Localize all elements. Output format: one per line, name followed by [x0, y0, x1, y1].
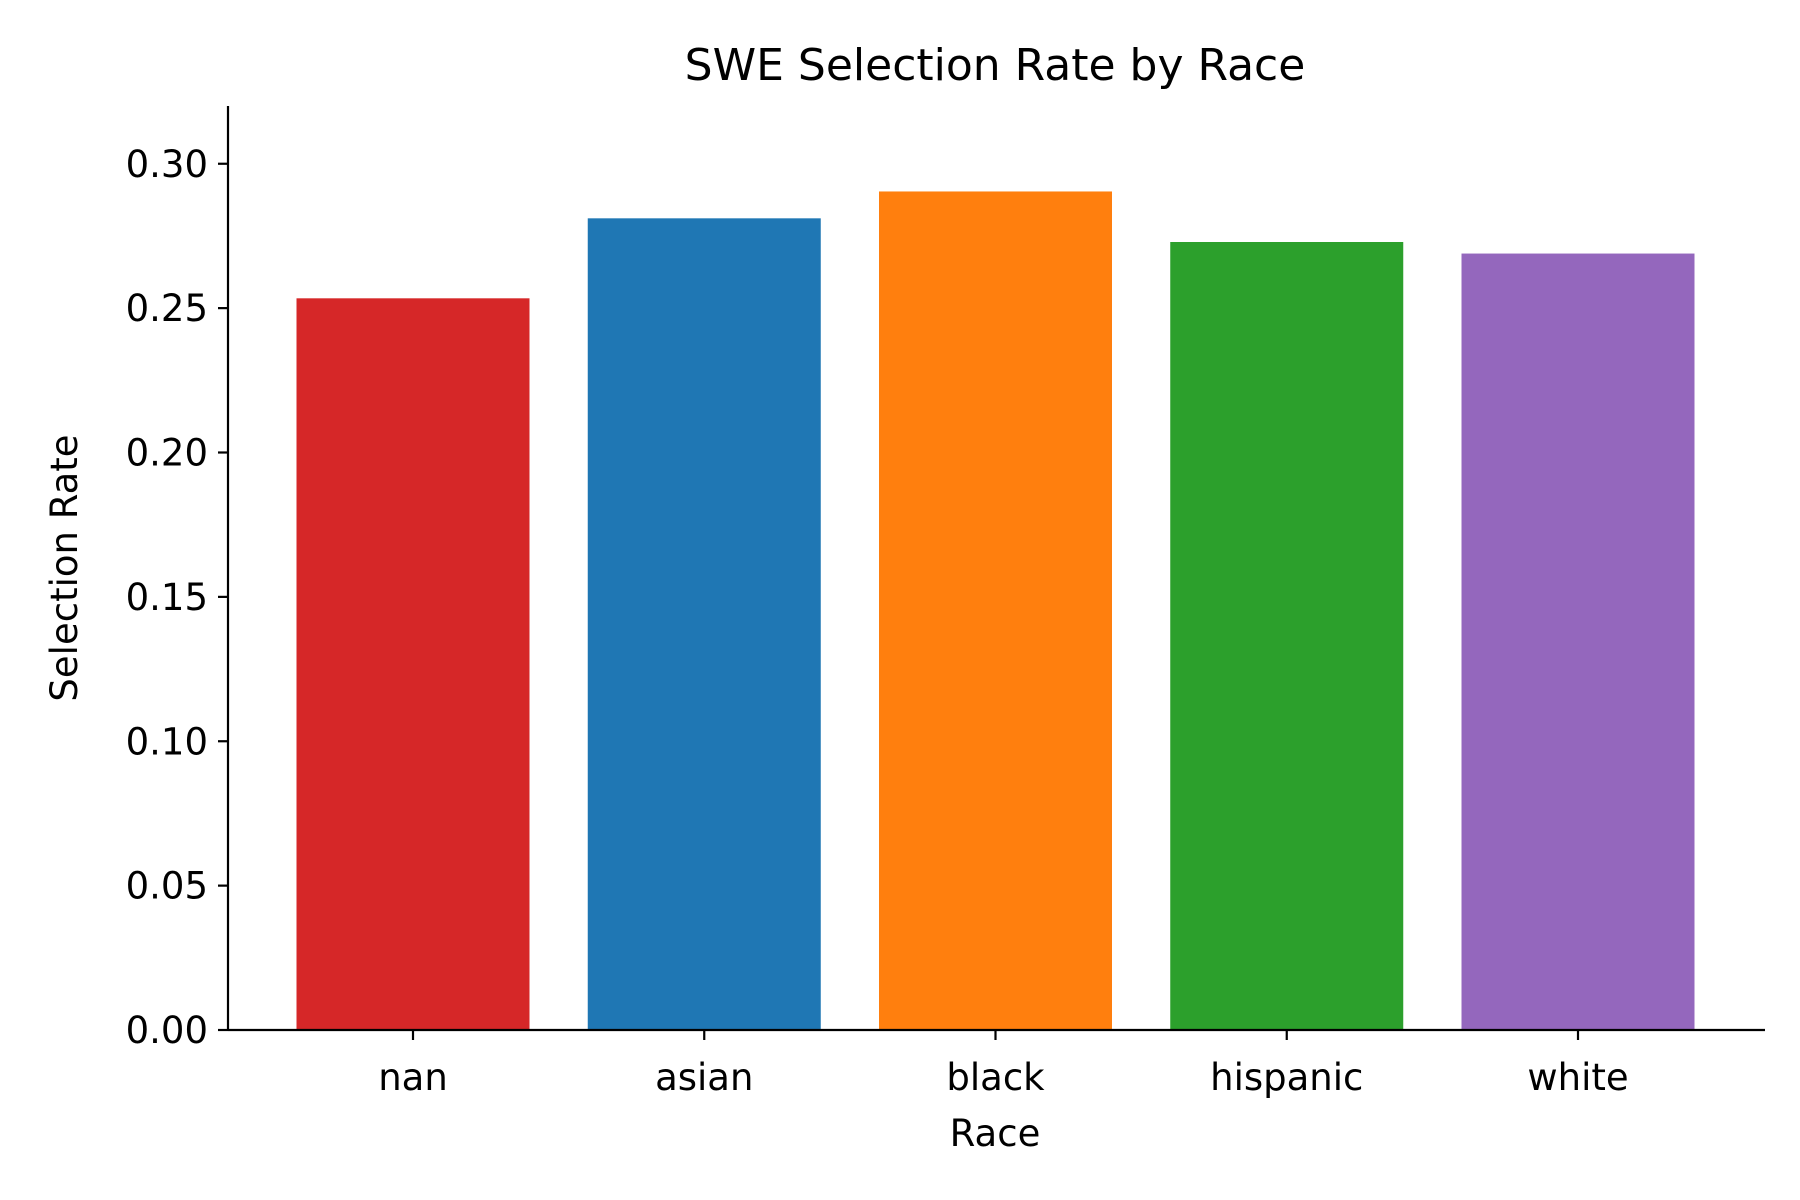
- x-tick-label-black: black: [946, 1056, 1045, 1099]
- y-tick-label: 0.25: [126, 287, 208, 330]
- y-tick-label: 0.00: [126, 1009, 208, 1052]
- x-tick-label-hispanic: hispanic: [1210, 1056, 1363, 1099]
- y-tick-label: 0.20: [126, 432, 208, 475]
- x-axis-ticks: nan asian black hispanic white: [378, 1030, 1629, 1099]
- bar-black: [879, 191, 1112, 1031]
- x-tick-label-nan: nan: [378, 1056, 448, 1099]
- bar-asian: [587, 218, 821, 1030]
- y-axis-ticks: 0.00 0.05 0.10 0.15 0.20 0.25 0.30: [126, 143, 228, 1052]
- bar-hispanic: [1170, 242, 1404, 1030]
- x-tick-label-white: white: [1527, 1056, 1628, 1099]
- x-tick-label-asian: asian: [655, 1056, 753, 1099]
- y-tick-label: 0.05: [126, 865, 208, 908]
- y-tick-label: 0.30: [126, 143, 208, 186]
- bar-nan: [296, 298, 530, 1030]
- y-tick-label: 0.10: [126, 720, 208, 763]
- bars-group: [296, 191, 1695, 1031]
- y-tick-label: 0.15: [126, 576, 208, 619]
- chart-title: SWE Selection Rate by Race: [685, 40, 1306, 91]
- y-axis-label: Selection Rate: [43, 434, 86, 701]
- x-axis-label: Race: [950, 1112, 1041, 1155]
- bar-white: [1461, 253, 1695, 1031]
